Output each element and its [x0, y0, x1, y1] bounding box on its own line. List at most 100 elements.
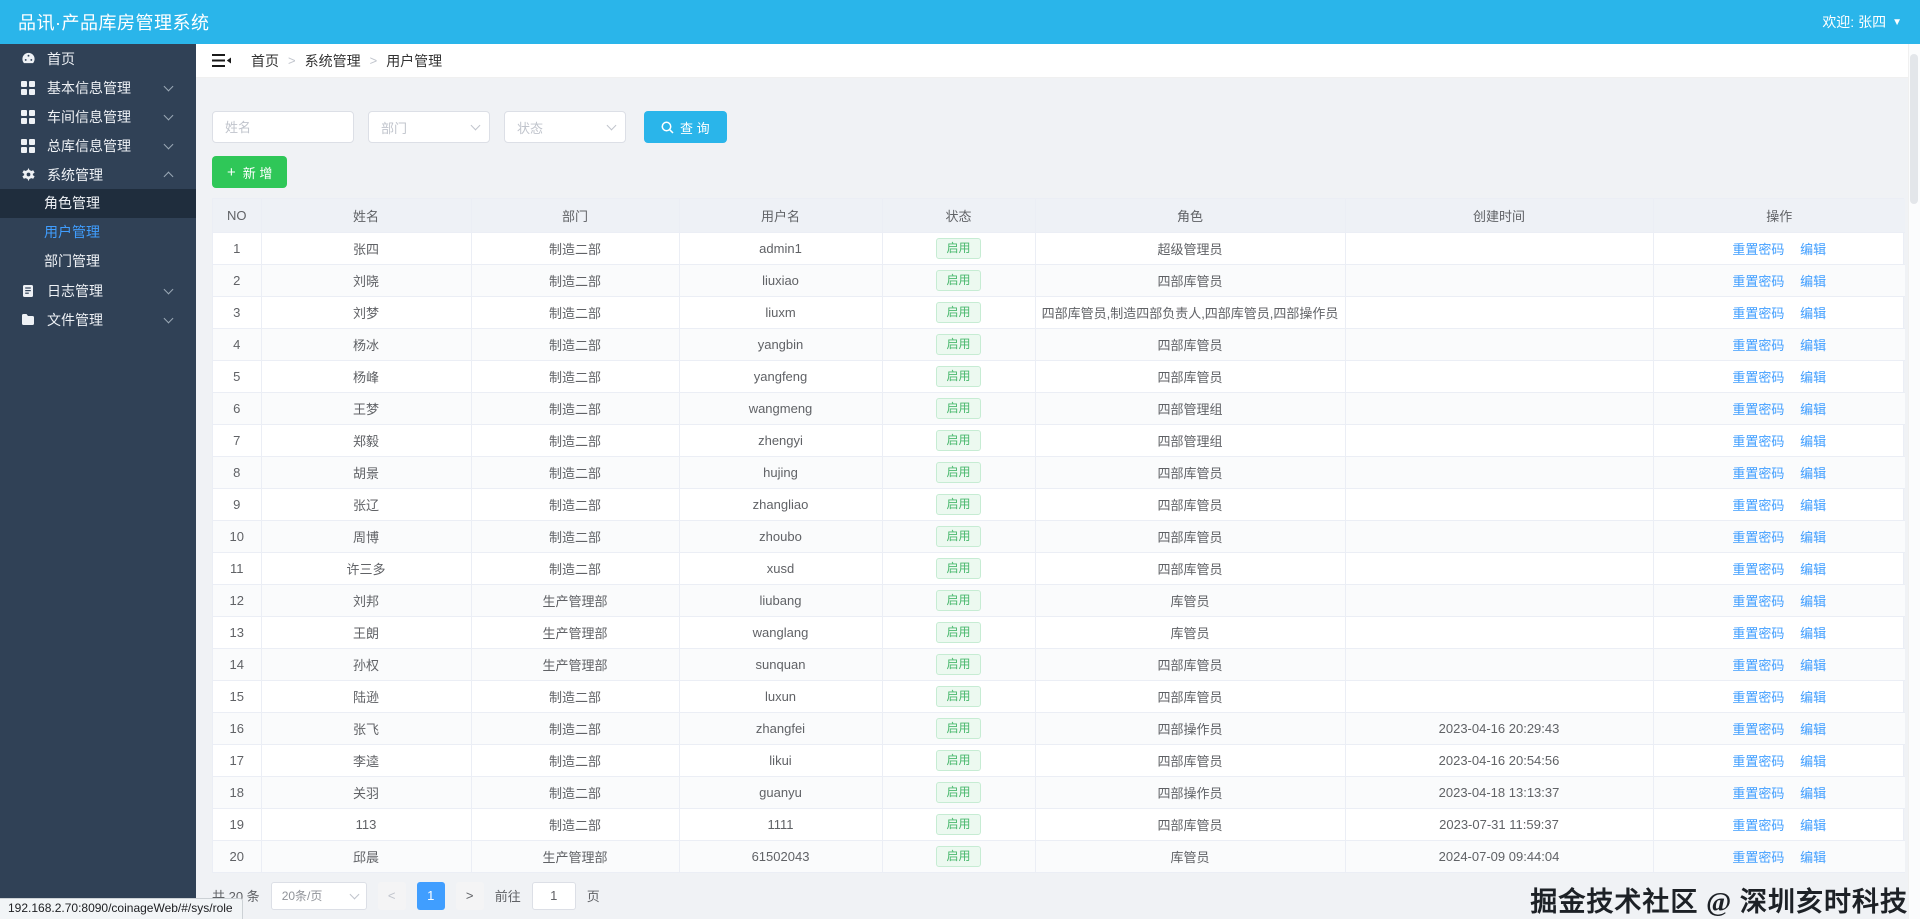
- edit-link[interactable]: 编辑: [1800, 529, 1827, 545]
- edit-link[interactable]: 编辑: [1800, 337, 1827, 353]
- reset-password-link[interactable]: 重置密码: [1732, 593, 1785, 609]
- edit-link[interactable]: 编辑: [1800, 401, 1827, 417]
- sidebar-item-file[interactable]: 文件管理: [0, 305, 196, 334]
- cell-role: 四部操作员: [1035, 712, 1346, 745]
- cell-username: zhangfei: [679, 712, 883, 745]
- reset-password-link[interactable]: 重置密码: [1732, 721, 1785, 737]
- goto-page-input[interactable]: [531, 881, 576, 910]
- add-button[interactable]: + 新 增: [212, 156, 288, 188]
- page-size-select[interactable]: 20条/页: [270, 881, 367, 910]
- edit-link[interactable]: 编辑: [1800, 593, 1827, 609]
- cell-name: 孙权: [261, 648, 472, 681]
- sidebar-item-user-mgmt[interactable]: 用户管理: [44, 224, 100, 240]
- scrollbar[interactable]: [1908, 44, 1920, 919]
- status-filter-select[interactable]: 状态: [504, 111, 626, 143]
- cell-name: 杨冰: [261, 328, 472, 361]
- cell-dept: 生产管理部: [471, 840, 680, 873]
- edit-link[interactable]: 编辑: [1800, 497, 1827, 513]
- reset-password-link[interactable]: 重置密码: [1732, 401, 1785, 417]
- edit-link[interactable]: 编辑: [1800, 817, 1827, 833]
- prev-page-button[interactable]: <: [377, 881, 406, 910]
- goto-label: 前往: [494, 889, 521, 904]
- sidebar-item-log[interactable]: 日志管理: [0, 276, 196, 305]
- reset-password-link[interactable]: 重置密码: [1732, 785, 1785, 801]
- breadcrumb-system[interactable]: 系统管理: [304, 52, 361, 69]
- table-row: 19 113 制造二部 1111 启用 四部库管员 2023-07-31 11:…: [213, 808, 1905, 841]
- status-badge: 启用: [936, 813, 981, 835]
- next-page-button[interactable]: >: [455, 881, 484, 910]
- cell-status: 启用: [882, 456, 1036, 489]
- reset-password-link[interactable]: 重置密码: [1732, 497, 1785, 513]
- breadcrumb-home[interactable]: 首页: [251, 52, 279, 69]
- table-row: 9 张辽 制造二部 zhangliao 启用 四部库管员 重置密码 编辑: [213, 488, 1905, 521]
- edit-link[interactable]: 编辑: [1800, 561, 1827, 577]
- edit-link[interactable]: 编辑: [1800, 241, 1827, 257]
- cell-dept: 制造二部: [471, 424, 680, 457]
- add-button-label: 新 增: [242, 165, 273, 181]
- cell-role: 四部库管员: [1035, 360, 1346, 393]
- edit-link[interactable]: 编辑: [1800, 721, 1827, 737]
- edit-link[interactable]: 编辑: [1800, 465, 1827, 481]
- name-filter-input[interactable]: [212, 111, 354, 143]
- edit-link[interactable]: 编辑: [1800, 849, 1827, 865]
- table-row: 2 刘晓 制造二部 liuxiao 启用 四部库管员 重置密码 编辑: [213, 264, 1905, 297]
- reset-password-link[interactable]: 重置密码: [1732, 305, 1785, 321]
- edit-link[interactable]: 编辑: [1800, 369, 1827, 385]
- reset-password-link[interactable]: 重置密码: [1732, 561, 1785, 577]
- table-header-row: NO 姓名 部门 用户名 状态 角色 创建时间 操作: [213, 199, 1905, 233]
- reset-password-link[interactable]: 重置密码: [1732, 625, 1785, 641]
- reset-password-link[interactable]: 重置密码: [1732, 433, 1785, 449]
- reset-password-link[interactable]: 重置密码: [1732, 849, 1785, 865]
- cell-role: 四部库管员: [1035, 552, 1346, 585]
- reset-password-link[interactable]: 重置密码: [1732, 241, 1785, 257]
- edit-link[interactable]: 编辑: [1800, 273, 1827, 289]
- reset-password-link[interactable]: 重置密码: [1732, 369, 1785, 385]
- sidebar-item-workshop-info[interactable]: 车间信息管理: [0, 102, 196, 131]
- sidebar-item-role-mgmt[interactable]: 角色管理: [0, 189, 196, 218]
- user-menu[interactable]: 欢迎: 张四 ▼: [1822, 12, 1902, 32]
- sidebar-item-warehouse-info[interactable]: 总库信息管理: [0, 131, 196, 160]
- edit-link[interactable]: 编辑: [1800, 433, 1827, 449]
- sidebar-item-basic-info[interactable]: 基本信息管理: [0, 73, 196, 102]
- reset-password-link[interactable]: 重置密码: [1732, 465, 1785, 481]
- reset-password-link[interactable]: 重置密码: [1732, 753, 1785, 769]
- page-number-active[interactable]: 1: [416, 881, 445, 910]
- reset-password-link[interactable]: 重置密码: [1732, 817, 1785, 833]
- reset-password-link[interactable]: 重置密码: [1732, 273, 1785, 289]
- scrollbar-thumb[interactable]: [1910, 54, 1918, 204]
- cell-created: [1345, 456, 1654, 489]
- cell-dept: 生产管理部: [471, 584, 680, 617]
- edit-link[interactable]: 编辑: [1800, 305, 1827, 321]
- sidebar-item-label: 首页: [47, 50, 75, 67]
- search-button[interactable]: 查 询: [644, 111, 727, 143]
- gear-icon: [20, 167, 36, 183]
- cell-username: xusd: [679, 552, 883, 585]
- reset-password-link[interactable]: 重置密码: [1732, 529, 1785, 545]
- reset-password-link[interactable]: 重置密码: [1732, 657, 1785, 673]
- sidebar-item-dept-mgmt[interactable]: 部门管理: [44, 253, 100, 269]
- cell-name: 李逵: [261, 744, 472, 777]
- edit-link[interactable]: 编辑: [1800, 785, 1827, 801]
- sidebar-item-home[interactable]: 首页: [0, 44, 196, 73]
- cell-actions: 重置密码 编辑: [1653, 552, 1905, 585]
- cell-actions: 重置密码 编辑: [1653, 392, 1905, 425]
- cell-role: 四部操作员: [1035, 776, 1346, 809]
- sidebar-item-system[interactable]: 系统管理: [0, 160, 196, 189]
- edit-link[interactable]: 编辑: [1800, 689, 1827, 705]
- cell-actions: 重置密码 编辑: [1653, 424, 1905, 457]
- cell-dept: 生产管理部: [471, 616, 680, 649]
- cell-role: 库管员: [1035, 584, 1346, 617]
- filter-row: 部门 状态 查 询: [212, 111, 1904, 143]
- edit-link[interactable]: 编辑: [1800, 625, 1827, 641]
- edit-link[interactable]: 编辑: [1800, 657, 1827, 673]
- cell-no: 11: [213, 552, 262, 585]
- reset-password-link[interactable]: 重置密码: [1732, 689, 1785, 705]
- edit-link[interactable]: 编辑: [1800, 753, 1827, 769]
- cell-no: 17: [213, 744, 262, 777]
- cell-no: 12: [213, 584, 262, 617]
- dept-filter-select[interactable]: 部门: [368, 111, 490, 143]
- reset-password-link[interactable]: 重置密码: [1732, 337, 1785, 353]
- sidebar-item-label: 文件管理: [47, 311, 103, 328]
- sidebar-collapse-icon[interactable]: [212, 53, 231, 68]
- cell-username: wanglang: [679, 616, 883, 649]
